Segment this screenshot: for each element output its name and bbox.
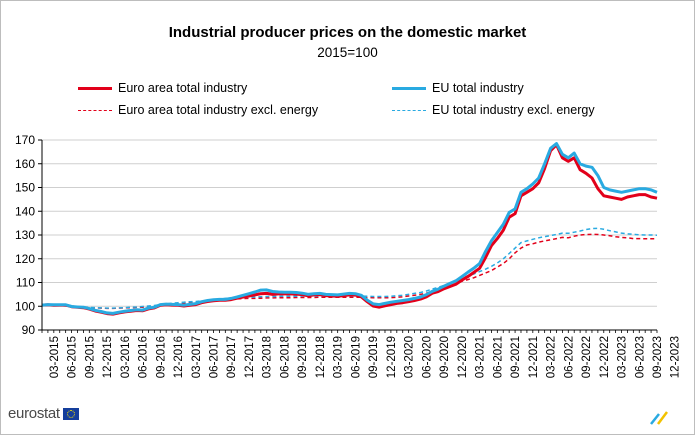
y-tick-label: 150 <box>15 181 35 195</box>
x-tick-label: 06-2018 <box>279 336 291 378</box>
series-line-euro-area-total-industry <box>41 143 658 316</box>
x-tick-label: 12-2023 <box>670 336 682 378</box>
gridlines <box>42 139 657 307</box>
legend-swatch-eu-total <box>392 86 426 90</box>
x-tick-label: 12-2019 <box>386 336 398 378</box>
chart-title: Industrial producer prices on the domest… <box>168 24 527 41</box>
y-tick-label: 120 <box>15 252 35 266</box>
x-tick-label: 03-2021 <box>475 336 487 378</box>
x-axis-ticks: 03-2015 06-2015 09-2015 12-2015 03-2016 06-20… <box>41 330 682 378</box>
legend-swatch-eu-excl-energy <box>392 109 426 111</box>
x-tick-label: 06-2021 <box>492 336 504 378</box>
series-line-eu-total-industry <box>41 142 658 315</box>
legend-item-eu-total: EU total industry <box>392 81 524 95</box>
x-tick-label: 06-2017 <box>208 336 220 378</box>
x-tick-label: 06-2015 <box>67 336 79 378</box>
x-tick-label: 03-2016 <box>120 336 132 378</box>
x-tick-label: 12-2017 <box>244 336 256 378</box>
x-tick-label: 09-2022 <box>581 336 593 378</box>
x-tick-label: 03-2015 <box>49 336 61 378</box>
legend-item-eu-excl-energy: EU total industry excl. energy <box>392 103 595 117</box>
x-tick-label: 09-2019 <box>368 336 380 378</box>
y-axis-ticks: 90 100 110 120 130 140 150 160 170 <box>15 133 42 337</box>
x-tick-label: 12-2022 <box>599 336 611 378</box>
x-tick-label: 06-2020 <box>421 336 433 378</box>
y-tick-label: 140 <box>15 204 35 218</box>
y-tick-label: 160 <box>15 157 35 171</box>
corner-mark-icon <box>650 411 668 425</box>
eurostat-logo-text: eurostat <box>8 405 60 422</box>
x-tick-label: 09-2016 <box>155 336 167 378</box>
x-tick-label: 09-2020 <box>439 336 451 378</box>
series-line-euro-area-total-industry-excl-energy <box>42 233 657 310</box>
x-tick-label: 12-2018 <box>315 336 327 378</box>
chart-subtitle: 2015=100 <box>317 45 378 60</box>
legend-swatch-euro-area-excl-energy <box>78 109 112 111</box>
x-tick-label: 06-2019 <box>350 336 362 378</box>
x-tick-label: 12-2016 <box>173 336 185 378</box>
legend-swatch-euro-area-total <box>78 86 112 90</box>
x-tick-label: 06-2023 <box>634 336 646 378</box>
series-layer <box>41 142 658 316</box>
x-tick-label: 03-2018 <box>262 336 274 378</box>
x-tick-label: 06-2022 <box>563 336 575 378</box>
y-tick-label: 100 <box>15 299 35 313</box>
legend-label-eu-total: EU total industry <box>432 81 524 95</box>
x-tick-label: 12-2020 <box>457 336 469 378</box>
y-tick-label: 90 <box>22 323 36 337</box>
x-tick-label: 09-2018 <box>297 336 309 378</box>
x-tick-label: 03-2019 <box>333 336 345 378</box>
legend-label-euro-area-total: Euro area total industry <box>118 81 248 95</box>
eu-flag-icon <box>62 407 79 420</box>
eurostat-logo: eurostat <box>8 405 79 422</box>
legend-item-euro-area-total: Euro area total industry <box>78 81 247 95</box>
x-tick-label: 03-2022 <box>546 336 558 378</box>
x-tick-label: 09-2023 <box>652 336 664 378</box>
y-tick-label: 110 <box>16 276 35 290</box>
x-tick-label: 03-2023 <box>617 336 629 378</box>
x-tick-label: 09-2017 <box>226 336 238 378</box>
x-tick-label: 09-2021 <box>510 336 522 378</box>
x-tick-label: 09-2015 <box>84 336 96 378</box>
legend-label-euro-area-excl-energy: Euro area total industry excl. energy <box>118 103 319 117</box>
x-tick-label: 06-2016 <box>138 336 150 378</box>
y-tick-label: 130 <box>15 228 35 242</box>
x-tick-label: 12-2021 <box>528 336 540 378</box>
y-tick-label: 170 <box>15 133 35 147</box>
x-tick-label: 03-2017 <box>191 336 203 378</box>
legend-label-eu-excl-energy: EU total industry excl. energy <box>432 103 595 117</box>
x-tick-label: 03-2020 <box>404 336 416 378</box>
legend-item-euro-area-excl-energy: Euro area total industry excl. energy <box>78 103 318 117</box>
x-tick-label: 12-2015 <box>102 336 114 378</box>
